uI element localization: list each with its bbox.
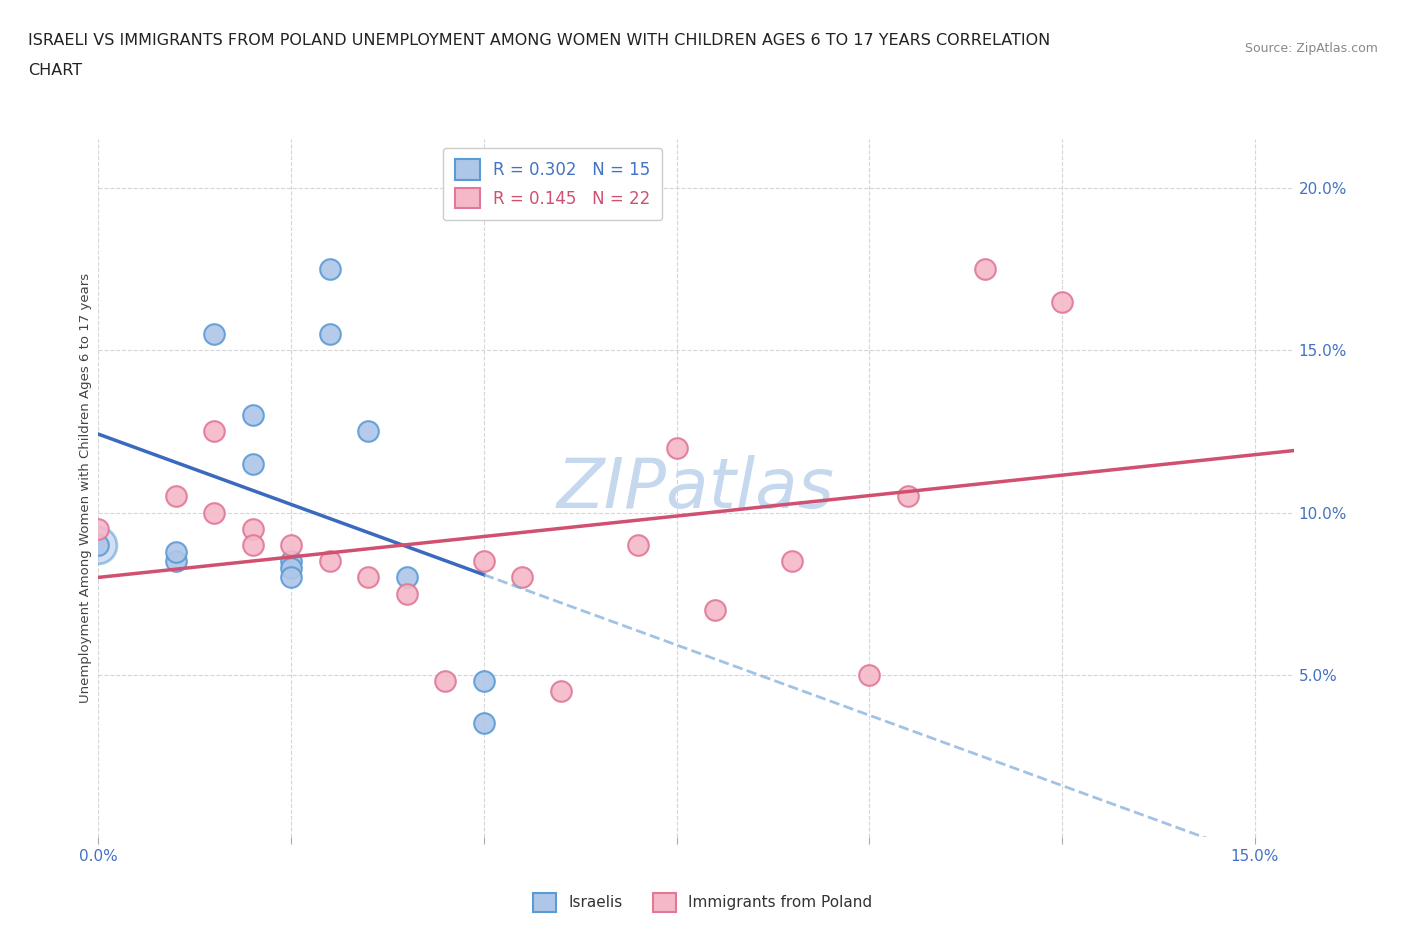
Point [627,538,650,552]
Point [357,424,380,439]
Point [782,553,804,568]
Point [472,674,495,689]
Point [395,570,418,585]
Point [165,553,187,568]
Point [242,538,264,552]
Point [87,538,110,552]
Point [280,538,302,552]
Point [280,570,302,585]
Point [512,570,534,585]
Point [319,553,342,568]
Point [165,544,187,559]
Point [87,522,110,537]
Point [357,570,380,585]
Legend: Israelis, Immigrants from Poland: Israelis, Immigrants from Poland [527,887,879,918]
Point [242,522,264,537]
Point [550,684,572,698]
Point [202,326,225,341]
Point [472,716,495,731]
Point [242,408,264,423]
Point [665,440,688,455]
Point [242,457,264,472]
Point [280,553,302,568]
Point [858,668,880,683]
Legend: R = 0.302   N = 15, R = 0.145   N = 22: R = 0.302 N = 15, R = 0.145 N = 22 [443,148,662,220]
Point [280,560,302,575]
Point [202,505,225,520]
Point [704,603,727,618]
Point [1050,294,1073,309]
Point [472,553,495,568]
Point [395,586,418,601]
Text: ZIPatlas: ZIPatlas [557,455,835,522]
Point [165,489,187,504]
Point [897,489,920,504]
Point [434,674,457,689]
Point [319,326,342,341]
Point [202,424,225,439]
Text: Source: ZipAtlas.com: Source: ZipAtlas.com [1244,42,1378,55]
Y-axis label: Unemployment Among Women with Children Ages 6 to 17 years: Unemployment Among Women with Children A… [79,273,91,703]
Text: CHART: CHART [28,63,82,78]
Point [974,262,997,277]
Point [87,538,110,552]
Text: ISRAELI VS IMMIGRANTS FROM POLAND UNEMPLOYMENT AMONG WOMEN WITH CHILDREN AGES 6 : ISRAELI VS IMMIGRANTS FROM POLAND UNEMPL… [28,33,1050,47]
Point [319,262,342,277]
